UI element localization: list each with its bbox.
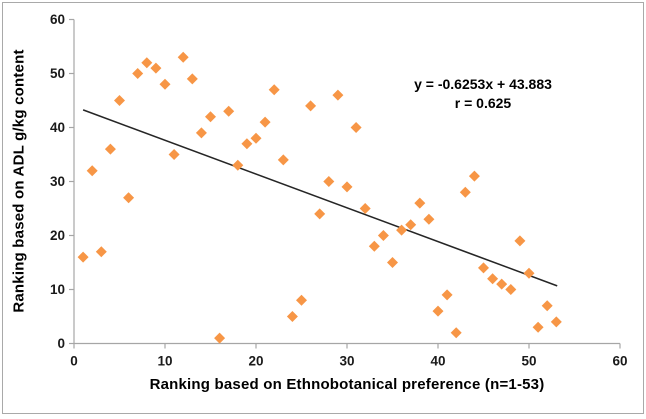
data-point: [550, 316, 562, 328]
data-point: [450, 327, 462, 339]
data-point: [277, 154, 289, 166]
y-tick-label: 20: [50, 228, 65, 243]
data-point: [132, 68, 144, 79]
data-point: [241, 138, 253, 150]
trendline-equation: y = -0.6253x + 43.883: [414, 76, 552, 92]
data-point: [459, 186, 471, 198]
y-tick-label: 60: [50, 12, 65, 27]
data-point: [432, 305, 444, 317]
data-point: [123, 192, 135, 204]
chart-border: [2, 2, 644, 414]
data-point: [368, 240, 380, 252]
data-point: [350, 122, 362, 133]
data-point: [286, 311, 298, 322]
data-point: [423, 213, 435, 225]
data-point: [177, 51, 189, 63]
data-point: [341, 181, 353, 193]
data-point: [268, 84, 280, 96]
x-tick-label: 20: [248, 354, 263, 369]
data-point: [487, 273, 499, 285]
data-point: [332, 89, 344, 101]
data-point: [377, 230, 389, 241]
x-axis-title: Ranking based on Ethnobotanical preferen…: [149, 376, 545, 393]
y-tick-label: 10: [50, 282, 65, 297]
data-point: [496, 278, 508, 290]
y-tick-label: 40: [50, 120, 65, 135]
data-point: [168, 149, 180, 160]
data-point: [195, 127, 207, 139]
correlation-value: r = 0.625: [454, 95, 512, 111]
data-point: [86, 165, 98, 177]
data-point: [514, 235, 526, 247]
data-point: [405, 219, 417, 231]
data-point: [150, 62, 162, 74]
data-point: [541, 300, 553, 312]
x-tick-label: 0: [70, 354, 78, 369]
x-tick-label: 40: [430, 354, 445, 369]
data-point: [104, 143, 116, 155]
x-tick-label: 30: [339, 354, 354, 369]
data-point: [159, 78, 171, 90]
y-tick-label: 30: [50, 174, 65, 189]
data-point: [414, 197, 426, 209]
y-tick-label: 50: [50, 66, 65, 81]
data-point: [441, 289, 453, 301]
data-point: [95, 246, 107, 258]
data-point: [396, 224, 408, 236]
data-point: [359, 203, 371, 214]
data-point: [478, 262, 489, 274]
data-point: [523, 267, 535, 279]
y-axis-title: Ranking based on ADL g/kg content: [10, 49, 28, 313]
data-point: [232, 159, 244, 171]
data-point: [214, 332, 226, 344]
data-point: [114, 95, 125, 106]
data-point: [468, 170, 480, 182]
data-point: [505, 284, 517, 295]
data-point: [77, 251, 89, 263]
data-point: [323, 176, 335, 187]
x-tick-label: 50: [521, 354, 536, 369]
data-point: [186, 73, 198, 85]
data-point: [296, 294, 307, 306]
data-point: [250, 132, 262, 144]
data-point: [205, 111, 216, 123]
trend-line: [82, 109, 558, 287]
x-tick-label: 60: [612, 354, 627, 369]
x-tick-label: 10: [157, 354, 172, 369]
data-point: [305, 100, 317, 112]
data-point: [223, 105, 235, 117]
data-point: [141, 57, 153, 69]
data-point: [387, 257, 398, 268]
data-point: [532, 321, 544, 333]
y-tick-label: 0: [57, 336, 65, 351]
data-point: [314, 208, 326, 220]
data-point: [259, 116, 271, 128]
trendline-annotation: y = -0.6253x + 43.883 r = 0.625: [414, 75, 552, 113]
